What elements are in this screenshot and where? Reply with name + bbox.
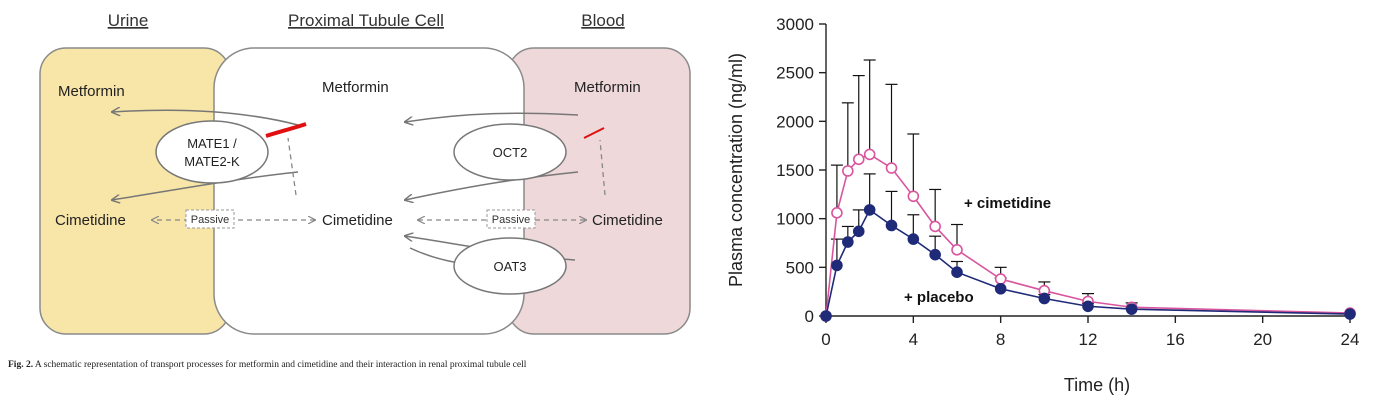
data-point-placebo xyxy=(885,219,898,232)
blood-cimetidine-label: Cimetidine xyxy=(592,212,663,229)
data-point-placebo xyxy=(842,236,854,248)
oct2-metformin-uptake-arrow xyxy=(405,112,579,122)
blood-passive-label: Passive xyxy=(492,214,531,226)
data-point-cimetidine xyxy=(951,244,963,256)
x-tick-label: 8 xyxy=(996,330,1005,349)
blood-header: Blood xyxy=(581,11,624,30)
figure-caption: Fig. 2. A schematic representation of tr… xyxy=(8,360,720,370)
cell-metformin-label: Metformin xyxy=(322,79,389,96)
x-tick-label: 16 xyxy=(1166,330,1185,349)
y-tick-label: 1000 xyxy=(776,210,814,229)
data-point-placebo xyxy=(831,259,843,272)
y-tick-label: 0 xyxy=(805,307,814,326)
transport-diagram: Urine Proximal Tubule Cell Blood Metform… xyxy=(39,11,691,335)
cell-cimetidine-label: Cimetidine xyxy=(322,212,393,229)
series-label-placebo: + placebo xyxy=(904,289,974,306)
mate-label-line2: MATE2-K xyxy=(184,154,240,169)
oct2-label: OCT2 xyxy=(493,145,528,160)
oat3-transporter xyxy=(453,237,567,295)
mate-label-line1: MATE1 / xyxy=(187,136,237,151)
data-point-cimetidine xyxy=(994,273,1007,285)
x-tick-label: 4 xyxy=(909,330,918,349)
mate-inhibition-bar xyxy=(265,122,307,138)
data-point-cimetidine xyxy=(885,162,898,174)
y-tick-label: 1500 xyxy=(776,161,814,180)
y-tick-label: 2500 xyxy=(776,64,814,83)
x-tick-label: 20 xyxy=(1253,330,1272,349)
x-axis-title: Time (h) xyxy=(1064,375,1130,395)
cell-header: Proximal Tubule Cell xyxy=(288,11,444,30)
data-point-cimetidine xyxy=(863,148,876,161)
data-point-cimetidine xyxy=(831,207,843,219)
series-label-cimetidine: + cimetidine xyxy=(964,195,1051,212)
caption-text: A schematic representation of transport … xyxy=(33,360,527,370)
oct2-inhibition-dash xyxy=(599,139,606,196)
data-point-cimetidine xyxy=(842,165,854,177)
cell-compartment xyxy=(213,47,525,335)
oct2-inhibition-bar xyxy=(583,127,605,139)
data-point-placebo xyxy=(820,310,832,322)
data-point-placebo xyxy=(1038,292,1051,305)
data-point-placebo xyxy=(1125,303,1138,315)
y-tick-label: 500 xyxy=(786,258,814,277)
data-point-placebo xyxy=(994,282,1007,295)
urine-cimetidine-label: Cimetidine xyxy=(55,212,126,229)
pk-chart: 0 500 1000 1500 2000 2500 3000 0 4 8 12 16 20 24 Pla… xyxy=(726,15,1359,395)
data-point-placebo xyxy=(951,266,963,279)
data-point-placebo xyxy=(852,225,865,238)
data-point-cimetidine xyxy=(852,153,865,166)
data-point-placebo xyxy=(1344,308,1356,320)
data-point-placebo xyxy=(863,204,876,216)
data-point-placebo xyxy=(907,233,920,245)
mate-metformin-efflux-arrow xyxy=(112,110,299,126)
x-tick-label: 24 xyxy=(1341,330,1360,349)
urine-passive-label: Passive xyxy=(191,214,230,226)
urine-header: Urine xyxy=(108,11,149,30)
urine-metformin-label: Metformin xyxy=(58,83,125,100)
y-axis-title: Plasma concentration (ng/ml) xyxy=(726,53,746,287)
oct2-transporter xyxy=(453,123,567,181)
x-tick-label: 12 xyxy=(1079,330,1098,349)
blood-metformin-label: Metformin xyxy=(574,79,641,96)
data-point-placebo xyxy=(929,248,941,261)
mate-cimetidine-efflux-arrow xyxy=(112,171,299,200)
data-point-cimetidine xyxy=(929,220,941,233)
mate-transporter xyxy=(155,120,269,184)
data-point-placebo xyxy=(1082,300,1094,313)
caption-label: Fig. 2. xyxy=(8,360,34,370)
mate-inhibition-dash xyxy=(287,137,297,196)
x-tick-label: 0 xyxy=(821,330,830,349)
y-tick-label: 2000 xyxy=(776,112,814,131)
oat3-label: OAT3 xyxy=(494,259,527,274)
data-point-cimetidine xyxy=(907,190,920,203)
oct2-cimetidine-uptake-arrow xyxy=(405,171,579,200)
y-tick-label: 3000 xyxy=(776,15,814,34)
